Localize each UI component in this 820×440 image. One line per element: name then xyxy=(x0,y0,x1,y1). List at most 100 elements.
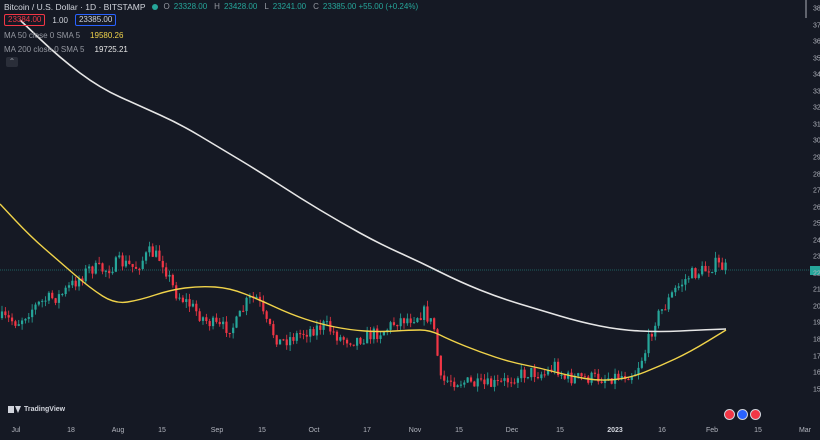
price-axis-label: 34 xyxy=(813,71,820,79)
price-axis[interactable] xyxy=(810,0,820,440)
time-axis-label: Oct xyxy=(308,427,320,434)
candle-body xyxy=(520,369,523,379)
candle-body xyxy=(356,337,359,346)
candle-body xyxy=(171,274,174,286)
candle-body xyxy=(376,328,379,339)
candle-body xyxy=(208,321,211,327)
candle-body xyxy=(647,333,650,354)
candle-body xyxy=(235,316,238,328)
ma50-value: 19580.26 xyxy=(90,31,124,40)
candle-body xyxy=(325,321,329,323)
price-axis-label: 23 xyxy=(813,253,820,261)
candle-body xyxy=(138,268,141,270)
candle-body xyxy=(536,376,540,379)
sell-button[interactable]: 23384.00 xyxy=(4,14,46,26)
ma50-legend[interactable]: MA 50 close 0 SMA 5 19580.26 xyxy=(4,30,123,42)
buy-button[interactable]: 23385.00 xyxy=(74,14,117,26)
candle-body xyxy=(124,260,128,267)
candle-body xyxy=(268,318,272,325)
price-axis-label: 30 xyxy=(813,137,820,145)
candle-body xyxy=(4,311,7,316)
price-axis-label: 32 xyxy=(813,104,820,112)
candle-body xyxy=(151,246,154,257)
candle-body xyxy=(175,285,178,299)
candle-body xyxy=(265,311,268,319)
candle-body xyxy=(17,324,20,326)
candle-body xyxy=(523,369,526,378)
candle-body xyxy=(396,324,399,327)
event-flag-icon[interactable] xyxy=(750,409,761,420)
symbol-title[interactable]: Bitcoin / U.S. Dollar · 1D · BITSTAMP xyxy=(4,2,146,12)
candle-body xyxy=(570,372,573,384)
candle-body xyxy=(419,318,422,320)
candle-body xyxy=(238,310,241,317)
candle-body xyxy=(721,262,724,270)
candle-body xyxy=(278,339,282,345)
candle-body xyxy=(436,329,439,356)
candle-body xyxy=(292,337,295,341)
candle-body xyxy=(496,379,499,381)
candle-body xyxy=(141,260,144,269)
candle-body xyxy=(533,367,536,377)
candle-body xyxy=(118,255,121,258)
candle-body xyxy=(453,381,456,388)
high-value: 23428.00 xyxy=(223,2,258,11)
price-axis-label: 18 xyxy=(813,336,820,344)
price-axis-label: 16 xyxy=(813,369,820,377)
candle-body xyxy=(563,374,566,379)
price-axis-label: 24 xyxy=(813,237,820,245)
event-markers xyxy=(724,409,761,420)
time-axis-label: 15 xyxy=(754,427,762,434)
time-axis-label: Mar xyxy=(798,427,812,434)
time-axis-label: 2023 xyxy=(607,427,623,434)
low-label: L xyxy=(264,2,269,11)
candle-body xyxy=(392,322,396,325)
price-axis-label: 17 xyxy=(813,353,820,361)
candle-body xyxy=(289,337,292,346)
candle-body xyxy=(627,379,630,381)
event-flag-icon[interactable] xyxy=(737,409,748,420)
candle-body xyxy=(64,287,67,295)
chevron-up-icon[interactable]: ⌃ xyxy=(6,57,18,67)
time-axis-label: 15 xyxy=(556,427,564,434)
candle-body xyxy=(583,376,586,378)
tradingview-logo-icon xyxy=(8,405,21,414)
candle-body xyxy=(449,380,452,382)
candle-body xyxy=(466,377,469,383)
time-axis-label: Sep xyxy=(210,427,224,434)
candle-body xyxy=(510,382,513,384)
candle-body xyxy=(131,263,134,267)
candle-body xyxy=(694,268,697,278)
candle-body xyxy=(34,304,37,310)
candle-body xyxy=(674,287,677,293)
candle-body xyxy=(553,361,556,372)
candle-body xyxy=(473,381,476,387)
event-flag-icon[interactable] xyxy=(724,409,735,420)
ma200-value: 19725.21 xyxy=(94,45,128,54)
candle-body xyxy=(27,317,30,319)
tradingview-logo[interactable]: TradingView xyxy=(8,405,65,414)
candle-body xyxy=(660,309,664,311)
ma200-legend[interactable]: MA 200 close 0 SMA 5 19725.21 xyxy=(4,44,128,56)
candle-body xyxy=(181,297,184,302)
candle-body xyxy=(352,344,355,346)
candle-body xyxy=(714,257,717,273)
price-axis-label: 28 xyxy=(813,171,820,178)
candle-body xyxy=(47,292,50,301)
candle-body xyxy=(711,272,714,274)
candle-body xyxy=(215,317,218,322)
candle-body xyxy=(607,378,610,380)
time-axis-label: Aug xyxy=(111,427,125,434)
candle-body xyxy=(543,374,546,376)
candle-body xyxy=(285,339,288,346)
candle-body xyxy=(640,360,643,368)
candle-body xyxy=(613,373,617,384)
time-axis-label: Nov xyxy=(408,427,422,434)
price-axis-label: 31 xyxy=(813,121,820,129)
time-axis-label: 15 xyxy=(158,427,166,434)
ma200-line xyxy=(19,19,727,333)
candle-body xyxy=(362,343,365,345)
candle-body xyxy=(245,297,248,312)
